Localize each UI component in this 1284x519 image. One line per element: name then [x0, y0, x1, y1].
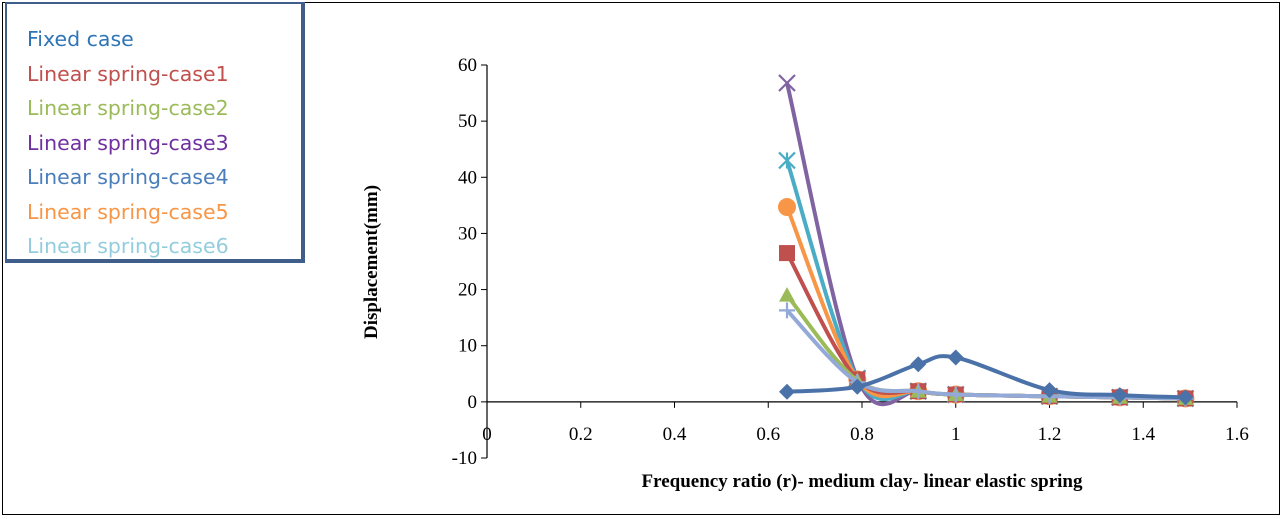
legend-entry: Linear spring-case3: [27, 130, 229, 155]
legend-entry: Linear spring-case1: [27, 61, 229, 86]
series-fixed-case: [779, 349, 1194, 406]
data-point: [910, 356, 927, 373]
y-tick-label: 40: [458, 167, 477, 188]
x-tick-label: 0.6: [756, 424, 780, 445]
data-point: [779, 383, 795, 400]
data-point: [778, 151, 796, 170]
x-tick-label: 1: [951, 424, 961, 445]
data-point: [947, 386, 964, 403]
y-tick-label: 30: [458, 223, 477, 244]
x-axis-title: Frequency ratio (r)- medium clay- linear…: [642, 471, 1083, 492]
y-tick-label: 20: [458, 280, 477, 301]
data-point: [779, 287, 795, 302]
x-tick-label: 0.8: [850, 424, 874, 445]
legend-entry: Linear spring-case2: [27, 96, 229, 120]
data-point: [1041, 382, 1058, 399]
legend-entry: Linear spring-case5: [27, 199, 229, 224]
y-axis-title: Displacement(mm): [361, 185, 382, 339]
y-tick-label: 0: [468, 392, 478, 413]
data-point: [1177, 389, 1194, 406]
data-point: [910, 383, 927, 400]
series-layer: [778, 74, 1195, 408]
data-point: [947, 349, 964, 366]
y-tick-label: 60: [458, 55, 477, 76]
data-point: [779, 245, 795, 262]
data-point: [778, 198, 796, 217]
y-tick-label: 50: [458, 111, 477, 132]
data-point: [1111, 387, 1128, 404]
x-tick-label: 0.2: [569, 424, 593, 445]
data-point: [779, 302, 795, 319]
legend-entry: Fixed case: [27, 27, 134, 51]
legend-entry: Linear spring-case4: [27, 165, 229, 189]
series-case5: [778, 198, 1195, 408]
data-point: [778, 74, 796, 92]
y-tick-label: -10: [452, 448, 477, 469]
x-tick-label: 1.6: [1225, 424, 1249, 445]
data-point: [849, 378, 866, 395]
x-tick-label: 0: [482, 424, 492, 445]
legend: Fixed case Linear spring-case1 Linear spri…: [5, 2, 305, 263]
x-tick-label: 1.2: [1038, 424, 1062, 445]
legend-entry: Linear spring-case6: [27, 234, 229, 258]
y-tick-label: 10: [458, 336, 477, 357]
x-tick-label: 1.4: [1131, 424, 1155, 445]
x-tick-label: 0.4: [663, 424, 687, 445]
